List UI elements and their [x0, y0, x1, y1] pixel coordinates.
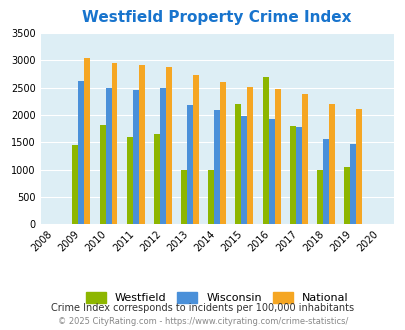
Bar	[166, 67, 171, 224]
Bar	[111, 62, 117, 224]
Bar	[187, 105, 192, 224]
Bar	[316, 170, 322, 224]
Bar	[78, 81, 84, 224]
Bar	[181, 170, 187, 224]
Bar	[241, 115, 247, 224]
Bar	[295, 126, 301, 224]
Bar	[235, 104, 241, 224]
Bar	[289, 126, 295, 224]
Bar	[139, 65, 144, 224]
Bar	[132, 90, 139, 224]
Bar	[126, 137, 132, 224]
Bar	[84, 58, 90, 224]
Bar	[301, 94, 307, 224]
Bar	[72, 145, 78, 224]
Bar	[274, 89, 280, 224]
Bar	[247, 87, 253, 224]
Title: Westfield Property Crime Index: Westfield Property Crime Index	[82, 10, 351, 25]
Bar	[220, 82, 226, 224]
Text: © 2025 CityRating.com - https://www.cityrating.com/crime-statistics/: © 2025 CityRating.com - https://www.city…	[58, 317, 347, 326]
Bar	[268, 119, 274, 224]
Bar	[192, 75, 198, 224]
Bar	[153, 134, 160, 224]
Text: Crime Index corresponds to incidents per 100,000 inhabitants: Crime Index corresponds to incidents per…	[51, 303, 354, 313]
Bar	[349, 144, 355, 224]
Bar	[322, 139, 328, 224]
Bar	[343, 167, 349, 224]
Bar	[160, 88, 166, 224]
Bar	[214, 110, 220, 224]
Bar	[262, 77, 268, 224]
Legend: Westfield, Wisconsin, National: Westfield, Wisconsin, National	[81, 287, 352, 308]
Bar	[355, 109, 361, 224]
Bar	[105, 88, 111, 224]
Bar	[99, 125, 105, 224]
Bar	[208, 170, 214, 224]
Bar	[328, 104, 334, 224]
